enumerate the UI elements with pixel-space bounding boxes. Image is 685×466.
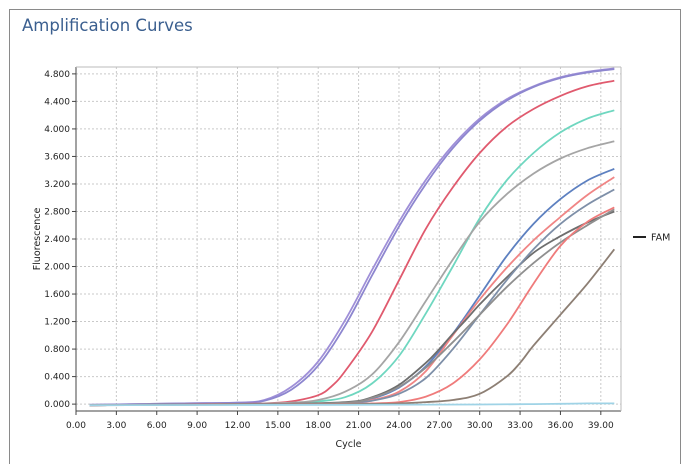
x-tick-label: 27.00	[426, 421, 452, 431]
x-tick-label: 33.00	[507, 421, 533, 431]
x-tick-label: 12.00	[225, 421, 251, 431]
legend[interactable]: FAM	[633, 233, 670, 244]
grid-lines	[75, 67, 621, 411]
y-tick-label: 4.400	[44, 97, 70, 107]
series-line-2	[89, 68, 615, 406]
y-tick-label: 0.800	[44, 345, 70, 355]
x-tick-label: 18.00	[305, 421, 331, 431]
y-tick-label: 2.800	[44, 207, 70, 217]
series-line-5	[89, 140, 615, 407]
x-tick-labels: 0.00 3.00 6.00 9.00 12.00 15.00 18.00 21.00 24.0…	[66, 411, 614, 431]
x-tick-label: 21.00	[346, 421, 372, 431]
y-tick-label: 2.000	[44, 263, 70, 273]
y-tick-label: 3.600	[44, 152, 70, 162]
x-tick-label: 30.00	[467, 421, 493, 431]
x-tick-label: 3.00	[106, 421, 126, 431]
x-tick-label: 6.00	[147, 421, 167, 431]
x-tick-label: 15.00	[265, 421, 291, 431]
series-lines	[89, 67, 616, 407]
x-tick-label: 24.00	[386, 421, 412, 431]
y-tick-labels: 0.000 0.400 0.800 1.200 1.600 2.000 2.400 2.800…	[44, 70, 76, 410]
y-tick-label: 2.400	[44, 235, 70, 245]
x-tick-label: 36.00	[548, 421, 574, 431]
y-tick-label: 0.000	[44, 400, 70, 410]
legend-label-fam: FAM	[651, 233, 670, 244]
y-tick-label: 0.400	[44, 373, 70, 383]
chart-title: Amplification Curves	[22, 16, 193, 35]
x-tick-label: 39.00	[588, 421, 614, 431]
x-axis-label: Cycle	[336, 439, 362, 450]
x-tick-label: 9.00	[187, 421, 207, 431]
y-tick-label: 3.200	[44, 180, 70, 190]
y-tick-label: 4.800	[44, 70, 70, 80]
x-tick-label: 0.00	[66, 421, 86, 431]
y-tick-label: 4.000	[44, 125, 70, 135]
y-tick-label: 1.600	[44, 290, 70, 300]
y-tick-label: 1.200	[44, 318, 70, 328]
y-axis-label: Fluorescence	[32, 208, 43, 271]
series-line-13	[89, 402, 615, 407]
